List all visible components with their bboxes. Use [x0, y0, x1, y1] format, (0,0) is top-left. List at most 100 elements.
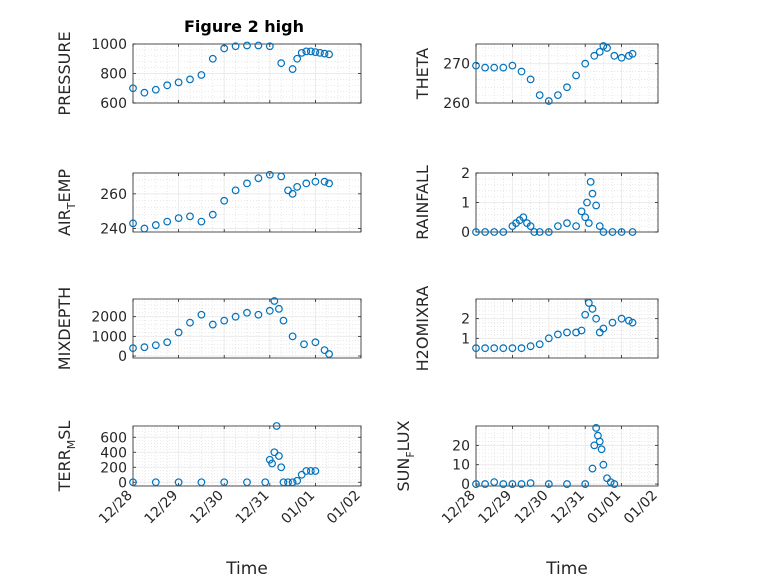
data-point: [268, 459, 276, 468]
data-point: [595, 437, 604, 446]
data-point: [610, 480, 619, 488]
x-tick-label: 01/02: [324, 488, 364, 528]
y-tick-label: 1: [461, 196, 470, 212]
panel-mixdepth: 0 1000 2000 MIXDEPTH: [55, 287, 362, 370]
data-point: [151, 478, 160, 487]
axes-frame: [132, 172, 362, 233]
data-point: [508, 480, 517, 488]
data-point: [490, 63, 499, 72]
data-point: [277, 172, 286, 181]
data-point: [519, 213, 528, 222]
x-tick-label: 01/01: [585, 488, 625, 528]
data-point: [197, 478, 206, 487]
data-point: [220, 478, 229, 487]
data-point: [628, 49, 637, 58]
data-point: [603, 44, 611, 52]
x-axis-label: Time: [225, 559, 268, 579]
data-point: [311, 177, 320, 186]
data-point: [288, 189, 297, 198]
data-point: [208, 320, 217, 329]
data-point: [197, 71, 206, 79]
y-tick-label: 1000: [91, 37, 127, 53]
y-axis-label-subscript: F: [404, 451, 417, 457]
data-point: [288, 65, 297, 73]
y-tick-label: 600: [100, 430, 127, 446]
y-tick-label: 1: [461, 331, 470, 347]
data-point: [186, 318, 194, 327]
y-axis-label: SUNFLUX: [394, 420, 417, 491]
data-point: [590, 51, 599, 60]
data-point: [288, 332, 297, 341]
data-point: [186, 212, 194, 221]
data-point: [306, 47, 315, 56]
data-point: [129, 478, 137, 487]
data-point: [311, 48, 320, 57]
y-tick-label: 10: [452, 458, 470, 474]
y-axis-label-subscript: M: [65, 440, 78, 450]
data-point: [325, 50, 333, 59]
y-axis-label-rest: SL: [55, 421, 74, 440]
data-point: [311, 338, 320, 347]
y-axis-label-subscript: T: [65, 202, 78, 210]
data-point: [592, 314, 601, 323]
y-axis-label: PRESSURE: [55, 31, 74, 115]
data-point: [231, 42, 240, 51]
data-point: [275, 452, 283, 460]
data-point: [628, 228, 637, 236]
data-point: [581, 213, 590, 222]
data-point: [472, 228, 480, 236]
data-point: [272, 422, 281, 430]
data-point: [243, 478, 251, 487]
data-point: [592, 201, 601, 210]
data-point: [517, 480, 526, 488]
data-point: [208, 210, 217, 219]
data-point: [243, 41, 251, 50]
panel-theta: 260 270 THETA: [413, 42, 659, 112]
data-point: [300, 340, 308, 349]
data-point: [306, 467, 315, 475]
data-point: [129, 344, 137, 353]
data-point: [554, 91, 562, 100]
data-point: [526, 222, 535, 231]
data-point: [472, 480, 480, 488]
data-point: [499, 480, 508, 488]
data-point: [293, 54, 302, 63]
y-axis-label: H2OMIXRA: [413, 286, 432, 372]
panel-air_temp: 240 260 AIRTEMP: [55, 169, 362, 238]
data-point: [586, 177, 595, 186]
data-point: [231, 186, 240, 195]
data-point: [544, 228, 553, 236]
data-point: [129, 84, 137, 93]
y-axis-label: AIRTEMP: [55, 169, 78, 236]
data-point: [526, 342, 535, 351]
data-point: [572, 71, 580, 80]
data-point: [584, 219, 593, 228]
data-point: [293, 476, 302, 485]
data-point: [544, 97, 553, 105]
x-tick-label: 12/30: [512, 488, 552, 528]
data-point: [535, 228, 544, 236]
data-point: [490, 478, 499, 487]
data-point: [265, 170, 274, 179]
y-axis-label-rest: EMP: [55, 169, 74, 203]
data-point: [293, 182, 302, 191]
x-tick-label: 12/29: [475, 488, 515, 528]
data-point: [544, 480, 553, 488]
data-point: [554, 330, 562, 339]
x-tick-label: 12/28: [96, 488, 136, 528]
x-tick-label: 12/30: [187, 488, 227, 528]
data-point: [254, 174, 263, 183]
data-point: [599, 460, 608, 469]
data-point: [499, 63, 508, 72]
plot-area: [476, 299, 658, 358]
data-point: [499, 344, 508, 353]
data-point: [243, 179, 251, 188]
data-point: [588, 464, 597, 473]
data-point: [297, 470, 306, 479]
data-point: [279, 316, 288, 325]
y-tick-label: 400: [100, 445, 127, 461]
data-point: [174, 78, 183, 87]
data-point: [588, 304, 597, 313]
